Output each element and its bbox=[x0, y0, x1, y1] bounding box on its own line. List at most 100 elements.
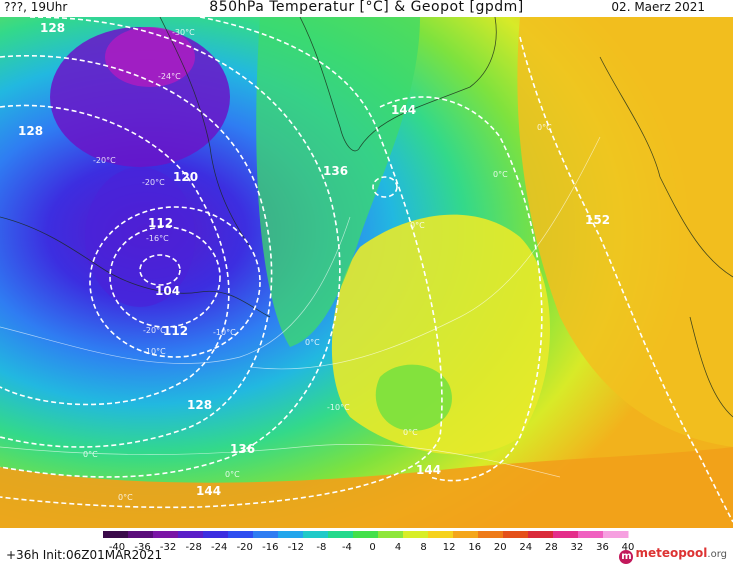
temp-label: 0°C bbox=[225, 470, 240, 479]
legend-color-swatch bbox=[478, 531, 504, 538]
contour-128 bbox=[0, 55, 273, 448]
isotherm-zero bbox=[249, 136, 601, 370]
geopot-label: 128 bbox=[187, 398, 212, 412]
geopot-label: 128 bbox=[40, 21, 65, 35]
brand-logo[interactable]: m meteopool.org bbox=[619, 546, 727, 564]
legend-tick-label: -24 bbox=[211, 542, 227, 553]
legend-tick-label: -4 bbox=[342, 542, 352, 553]
legend-color-swatch bbox=[178, 531, 204, 538]
legend-tick-label: 8 bbox=[420, 542, 426, 553]
temp-label: 0°C bbox=[118, 493, 133, 502]
contour-144-closed bbox=[372, 176, 398, 198]
geopot-label: 112 bbox=[163, 324, 188, 338]
legend-color-swatch bbox=[228, 531, 254, 538]
temp-label: -24°C bbox=[158, 72, 181, 81]
legend-tick-label: -36 bbox=[134, 542, 150, 553]
temperature-isolines bbox=[0, 136, 601, 478]
temp-label: 0°C bbox=[537, 123, 552, 132]
legend-tick-label: 24 bbox=[519, 542, 532, 553]
legend-tick-label: -20 bbox=[237, 542, 253, 553]
legend-color-swatch bbox=[378, 531, 404, 538]
geopot-label: 128 bbox=[18, 124, 43, 138]
legend-color-swatch bbox=[328, 531, 354, 538]
geopotential-contours bbox=[0, 17, 733, 523]
temp-label: 0°C bbox=[83, 450, 98, 459]
legend-tick-label: 28 bbox=[545, 542, 558, 553]
legend-color-swatch bbox=[278, 531, 304, 538]
legend-color-swatch bbox=[403, 531, 429, 538]
legend-tick-label: 4 bbox=[395, 542, 401, 553]
legend-color-swatch bbox=[528, 531, 554, 538]
init-run-label: +36h Init:06Z01MAR2021 bbox=[6, 548, 163, 562]
temp-label: 0°C bbox=[305, 338, 320, 347]
geopot-label: 144 bbox=[196, 484, 221, 498]
meteopool-logo-icon: m bbox=[619, 550, 634, 564]
temp-label: -20°C bbox=[143, 326, 166, 335]
contour-144b bbox=[379, 96, 543, 482]
mild-pool bbox=[375, 364, 452, 431]
legend-color-swatch bbox=[303, 531, 329, 538]
legend-tick-label: 32 bbox=[571, 542, 584, 553]
legend-tick-label: 40 bbox=[622, 542, 635, 553]
temp-label: -16°C bbox=[146, 234, 169, 243]
temp-label: -30°C bbox=[172, 28, 195, 37]
geopot-label: 136 bbox=[323, 164, 348, 178]
legend-tick-label: -28 bbox=[185, 542, 201, 553]
legend-tick-label: 20 bbox=[494, 542, 507, 553]
cold-trough bbox=[85, 167, 195, 307]
legend-color-bar bbox=[103, 531, 629, 538]
geopotential-labels: 128 128 120 112 104 112 128 136 144 136 … bbox=[18, 21, 610, 498]
temperature-geopotential-map: 128 128 120 112 104 112 128 136 144 136 … bbox=[0, 17, 733, 528]
contour-112a bbox=[109, 226, 221, 328]
brand-name: meteopool bbox=[635, 546, 708, 560]
legend-tick-label: 0 bbox=[369, 542, 375, 553]
temp-label: -20°C bbox=[93, 156, 116, 165]
isotherm-warm bbox=[0, 443, 561, 478]
legend-color-swatch bbox=[203, 531, 229, 538]
temp-label: -10°C bbox=[213, 328, 236, 337]
forecast-time-label: ???, 19Uhr bbox=[4, 0, 68, 14]
temp-label: -10°C bbox=[143, 347, 166, 356]
contour-112b bbox=[89, 206, 261, 358]
iberia-coast bbox=[689, 316, 733, 418]
coastlines bbox=[0, 17, 733, 418]
legend-color-swatch bbox=[453, 531, 479, 538]
contour-152 bbox=[519, 36, 733, 523]
greenland-coast bbox=[299, 17, 497, 152]
temp-label: 0°C bbox=[410, 221, 425, 230]
legend-tick-label: 12 bbox=[443, 542, 456, 553]
brand-suffix: .org bbox=[707, 549, 727, 560]
geopot-label: 104 bbox=[155, 284, 180, 298]
temperature-labels: -30°C -24°C -20°C -20°C -16°C -20°C -10°… bbox=[83, 28, 552, 502]
temp-label: -20°C bbox=[142, 178, 165, 187]
geopot-label: 144 bbox=[416, 463, 441, 477]
forecast-date: 02. Maerz 2021 bbox=[611, 0, 705, 14]
map-title: 850hPa Temperatur [°C] & Geopot [gpdm] bbox=[209, 0, 524, 15]
legend-color-swatch bbox=[353, 531, 379, 538]
temp-label: 0°C bbox=[493, 170, 508, 179]
contour-120 bbox=[0, 104, 230, 406]
temperature-color-legend: -40 -36 -32 -28 -24 -20 -16 -12 -8 -4 0 4 8 12 16 20 24 2… bbox=[103, 531, 635, 553]
geopot-label: 152 bbox=[585, 213, 610, 227]
geopot-label: 112 bbox=[148, 216, 173, 230]
map-area[interactable]: 128 128 120 112 104 112 128 136 144 136 … bbox=[0, 17, 733, 528]
europe-coast bbox=[599, 56, 733, 278]
canada-coast bbox=[0, 216, 271, 318]
legend-color-swatch bbox=[128, 531, 154, 538]
legend-tick-label: 16 bbox=[468, 542, 481, 553]
legend-tick-label: -40 bbox=[109, 542, 125, 553]
geopot-label: 144 bbox=[391, 103, 416, 117]
legend-tick-labels: -40 -36 -32 -28 -24 -20 -16 -12 -8 -4 0 4 8 12 16 20 24 2… bbox=[109, 542, 635, 553]
legend-color-swatch bbox=[603, 531, 629, 538]
legend-color-swatch bbox=[578, 531, 604, 538]
legend-tick-label: -16 bbox=[262, 542, 278, 553]
legend-color-swatch bbox=[103, 531, 129, 538]
contour-104 bbox=[139, 254, 181, 286]
geopot-label: 136 bbox=[230, 442, 255, 456]
legend-tick-label: -32 bbox=[160, 542, 176, 553]
temp-label: -10°C bbox=[327, 403, 350, 412]
legend-color-swatch bbox=[553, 531, 579, 538]
legend-tick-label: -12 bbox=[288, 542, 304, 553]
legend-color-swatch bbox=[428, 531, 454, 538]
